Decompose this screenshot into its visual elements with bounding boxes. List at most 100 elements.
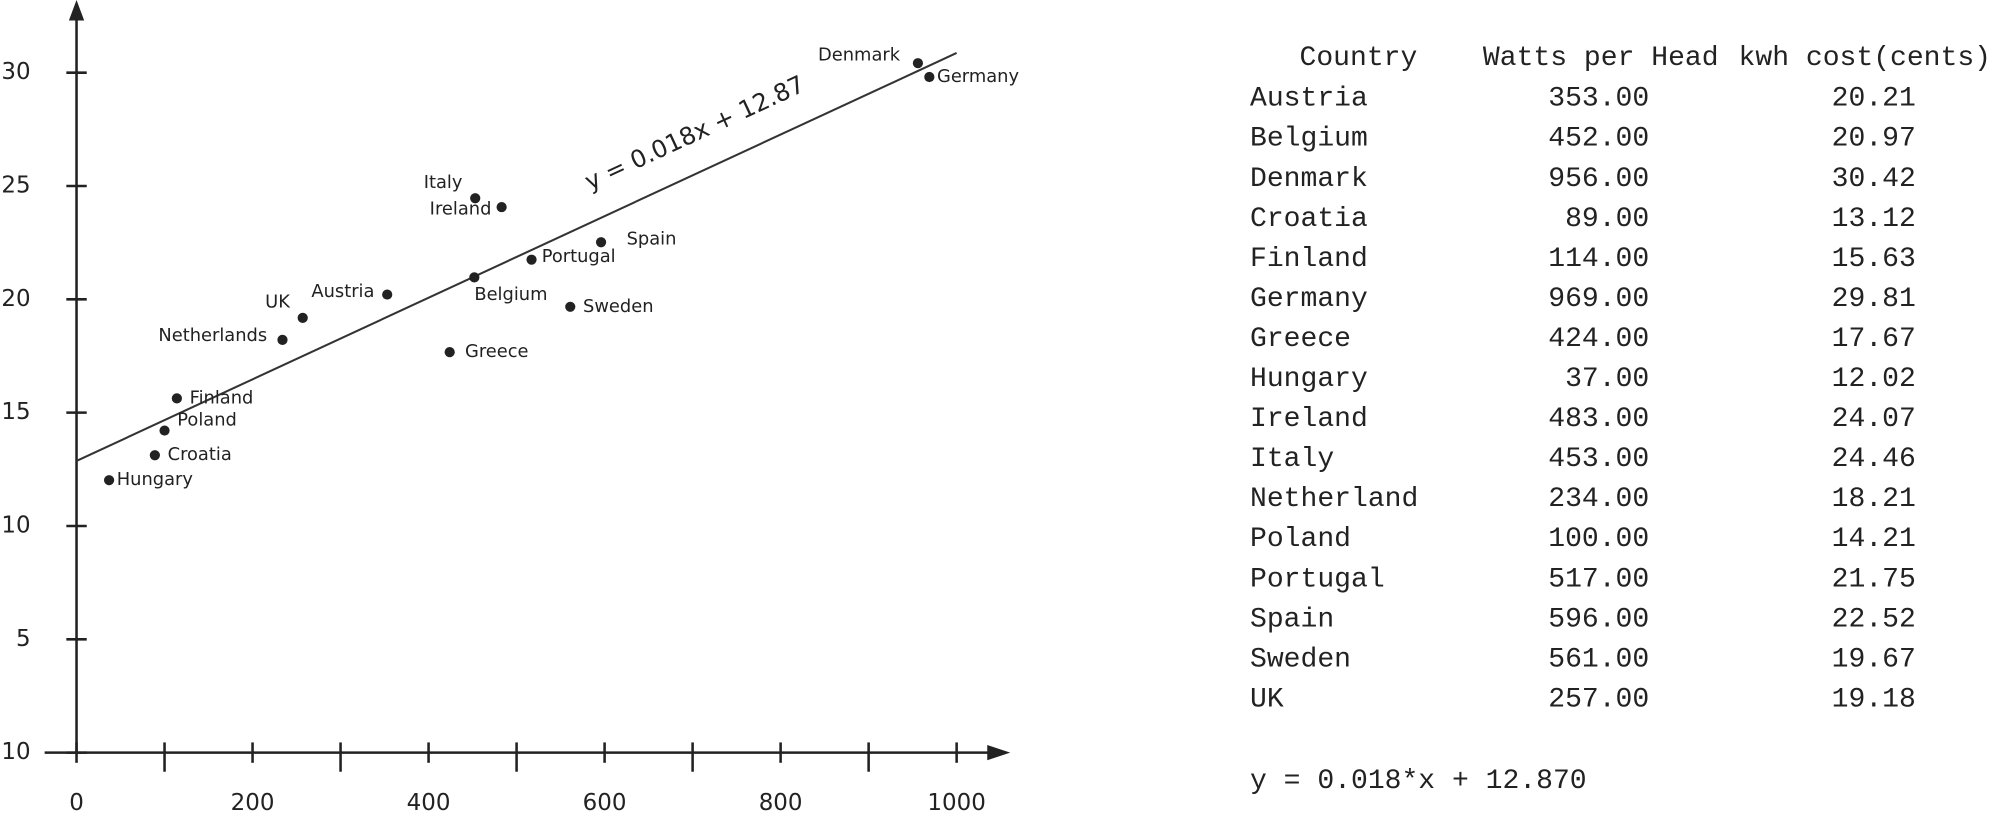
table-cell: Hungary <box>1250 364 1368 395</box>
table-cell: Poland <box>1250 524 1351 555</box>
point <box>469 272 480 283</box>
point-label: Sweden <box>583 296 654 317</box>
table-cell: 114.00 <box>1548 244 1649 275</box>
point-label: Austria <box>311 281 374 302</box>
table-cell: 37.00 <box>1565 364 1649 395</box>
table-cell: 100.00 <box>1548 524 1649 555</box>
table-cell: Croatia <box>1250 204 1368 235</box>
table-cell: 19.67 <box>1832 644 1916 675</box>
table-cell: 483.00 <box>1548 404 1649 435</box>
table-cell: 517.00 <box>1548 564 1649 595</box>
table-cell: Netherland <box>1250 484 1418 515</box>
table-cell: 22.52 <box>1832 604 1916 635</box>
point-label: Netherlands <box>158 325 267 346</box>
table-cell: 12.02 <box>1832 364 1916 395</box>
y-tick-label: 10 <box>1 512 30 538</box>
x-tick-label: 400 <box>407 790 451 816</box>
table-cell: Italy <box>1250 444 1334 475</box>
table-cell: 29.81 <box>1832 284 1916 315</box>
point-label: Denmark <box>818 45 901 66</box>
x-tick-label: 1000 <box>927 790 985 816</box>
table-cell: 969.00 <box>1548 284 1649 315</box>
y-tick-label: 25 <box>1 173 30 199</box>
trendline <box>76 52 958 462</box>
table-cell: 561.00 <box>1548 644 1649 675</box>
table-cell: 18.21 <box>1832 484 1916 515</box>
table-cell: 24.46 <box>1832 444 1916 475</box>
x-tick-label: 600 <box>583 790 627 816</box>
table-cell: Germany <box>1250 284 1368 315</box>
table-cell: 19.18 <box>1832 684 1916 715</box>
point-label: Spain <box>627 229 677 250</box>
table-cell: 13.12 <box>1832 204 1916 235</box>
table-cell: 21.75 <box>1832 564 1916 595</box>
table-header: Country <box>1300 43 1418 74</box>
table-cell: Portugal <box>1250 564 1385 595</box>
point <box>470 193 481 204</box>
y-tick-label: 30 <box>1 59 30 85</box>
y-tick-label: 20 <box>1 286 30 312</box>
point <box>496 201 507 213</box>
y-tick-label: 15 <box>1 399 30 425</box>
table-cell: 30.42 <box>1832 164 1916 195</box>
table-cell: Finland <box>1250 244 1368 275</box>
point-label: Croatia <box>168 444 232 465</box>
table-cell: 452.00 <box>1548 124 1649 155</box>
point-label: Hungary <box>117 469 194 490</box>
table-cell: Denmark <box>1250 164 1368 195</box>
table-cell: 453.00 <box>1548 444 1649 475</box>
point <box>924 71 935 83</box>
table-cell: Austria <box>1250 84 1368 115</box>
point <box>595 237 607 248</box>
table-cell: 89.00 <box>1565 204 1649 235</box>
point-label: Finland <box>190 387 254 408</box>
table-cell: 596.00 <box>1548 604 1649 635</box>
table-cell: Belgium <box>1250 124 1368 155</box>
point-label: Belgium <box>474 284 547 305</box>
table-cell: 14.21 <box>1832 524 1916 555</box>
point <box>382 289 393 300</box>
x-arrow <box>987 744 1011 761</box>
point <box>444 347 455 358</box>
point <box>103 475 115 486</box>
x-tick-label: 800 <box>759 790 803 816</box>
table-cell: 257.00 <box>1548 684 1649 715</box>
table-cell: Greece <box>1250 324 1351 355</box>
formula: y = 0.018*x + 12.870 <box>1250 766 1587 797</box>
table-header: Watts per Head <box>1483 43 1719 74</box>
table-cell: 234.00 <box>1548 484 1649 515</box>
point-label: Portugal <box>542 246 616 267</box>
x-tick-label: 0 <box>69 790 84 816</box>
point-label: Ireland <box>430 199 492 220</box>
table-cell: 424.00 <box>1548 324 1649 355</box>
table-cell: 24.07 <box>1832 404 1916 435</box>
table-cell: Sweden <box>1250 644 1351 675</box>
y-tick-label: 10 <box>1 739 30 765</box>
point <box>912 58 924 69</box>
table-cell: UK <box>1250 684 1284 715</box>
table-header: kwh cost(cents) <box>1739 43 1991 74</box>
table-cell: 956.00 <box>1548 164 1649 195</box>
point <box>565 301 576 312</box>
y-tick-label: 5 <box>16 626 31 652</box>
point-label: Poland <box>177 409 237 430</box>
table-cell: 353.00 <box>1548 84 1649 115</box>
y-arrow <box>68 0 85 21</box>
table-cell: 20.21 <box>1832 84 1916 115</box>
point-label: Italy <box>424 172 463 193</box>
table-cell: Ireland <box>1250 404 1368 435</box>
table-cell: 17.67 <box>1832 324 1916 355</box>
x-tick-label: 200 <box>231 790 275 816</box>
table-cell: 15.63 <box>1832 244 1916 275</box>
trendline-label: y = 0.018x + 12.87 <box>581 70 809 196</box>
table-cell: Spain <box>1250 604 1334 635</box>
point <box>526 254 537 265</box>
point <box>171 393 182 404</box>
point-label: UK <box>265 292 291 313</box>
point <box>297 312 308 324</box>
point <box>149 450 160 461</box>
point-label: Greece <box>465 341 529 362</box>
point-label: Germany <box>937 66 1019 87</box>
